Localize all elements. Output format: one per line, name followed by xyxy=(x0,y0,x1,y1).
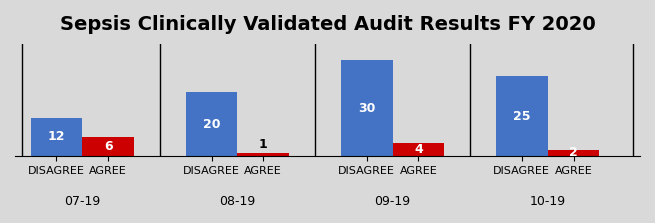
Text: 20: 20 xyxy=(203,118,220,130)
Text: 07-19: 07-19 xyxy=(64,195,100,208)
Text: 25: 25 xyxy=(513,109,531,122)
Text: 6: 6 xyxy=(103,140,113,153)
Text: 30: 30 xyxy=(358,101,375,115)
Bar xyxy=(496,76,548,156)
Text: 12: 12 xyxy=(48,130,65,143)
Bar xyxy=(548,150,599,156)
Bar xyxy=(237,153,289,156)
Bar xyxy=(83,137,134,156)
Bar xyxy=(392,143,444,156)
Text: 08-19: 08-19 xyxy=(219,195,255,208)
Bar xyxy=(185,92,237,156)
Bar xyxy=(341,60,392,156)
Text: 2: 2 xyxy=(569,147,578,159)
Text: 09-19: 09-19 xyxy=(375,195,411,208)
Text: 1: 1 xyxy=(259,138,268,151)
Text: 4: 4 xyxy=(414,143,422,156)
Bar xyxy=(31,118,83,156)
Title: Sepsis Clinically Validated Audit Results FY 2020: Sepsis Clinically Validated Audit Result… xyxy=(60,15,595,34)
Text: 10-19: 10-19 xyxy=(530,195,566,208)
